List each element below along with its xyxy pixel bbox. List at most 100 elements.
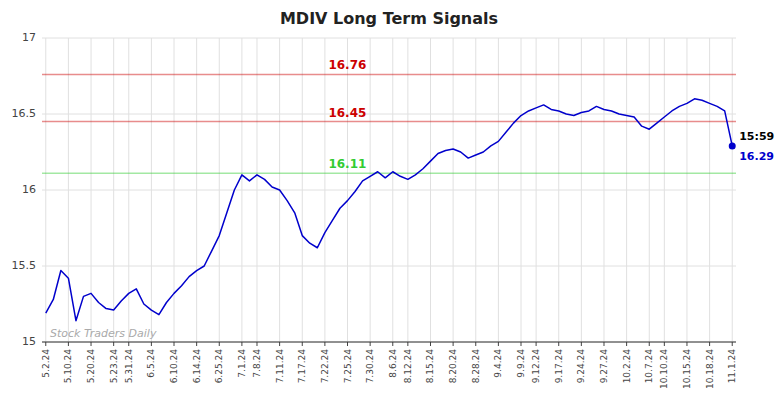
x-axis-line: [42, 342, 736, 343]
x-tick: [128, 342, 129, 346]
x-tick: [256, 342, 257, 346]
x-tick: [370, 342, 371, 346]
x-tick: [219, 342, 220, 346]
x-tick: [475, 342, 476, 346]
y-tick-label: 16.5: [12, 107, 37, 120]
x-tick: [279, 342, 280, 346]
x-tick-label: 6.25.24: [214, 349, 224, 384]
x-tick-label: 10.18.24: [705, 349, 715, 389]
reference-line: [42, 74, 736, 76]
grid-line: [664, 38, 665, 342]
grid: [42, 38, 736, 342]
x-tick-label: 6.10.24: [169, 349, 179, 384]
grid-line: [536, 38, 537, 342]
x-tick-label: 9.17.24: [554, 349, 564, 384]
grid-line: [407, 38, 408, 342]
x-tick: [603, 342, 604, 346]
x-tick-label: 8.12.24: [403, 349, 413, 384]
x-tick: [686, 342, 687, 346]
y-tick-label: 16: [22, 183, 36, 196]
x-tick: [68, 342, 69, 346]
x-tick-label: 5.2.24: [41, 349, 51, 378]
x-tick-label: 10.7.24: [644, 349, 654, 384]
grid-line: [219, 38, 220, 342]
x-tick-label: 7.8.24: [252, 349, 262, 378]
grid-line: [453, 38, 454, 342]
x-tick: [498, 342, 499, 346]
x-axis: 5.2.24 5.10.24 5.20.24 5.23.24 5.31.24 6.5.24…: [41, 342, 737, 389]
x-tick: [196, 342, 197, 346]
x-tick-label: 7.17.24: [297, 349, 307, 384]
grid-line: [603, 38, 604, 342]
y-tick-label: 17: [22, 31, 36, 44]
last-point: [729, 142, 736, 149]
grid-line: [196, 38, 197, 342]
x-tick-label: 8.28.24: [471, 349, 481, 384]
x-tick: [45, 342, 46, 346]
x-tick: [430, 342, 431, 346]
title: MDIV Long Term Signals: [280, 9, 498, 28]
x-tick-label: 5.20.24: [86, 349, 96, 384]
grid-line: [113, 38, 114, 342]
x-tick: [324, 342, 325, 346]
reference-line: [42, 121, 736, 123]
grid-line: [498, 38, 499, 342]
x-tick: [91, 342, 92, 346]
x-tick-label: 9.24.24: [576, 349, 586, 384]
x-tick: [392, 342, 393, 346]
x-tick: [649, 342, 650, 346]
grid-line: [68, 38, 69, 342]
x-tick: [453, 342, 454, 346]
x-tick-label: 10.10.24: [659, 349, 669, 389]
x-tick-label: 5.31.24: [124, 349, 134, 384]
grid-line: [42, 342, 736, 343]
chart: MDIV Long Term Signals1515.51616.5175.2.…: [0, 0, 784, 398]
x-tick: [732, 342, 733, 346]
x-tick-label: 9.12.24: [531, 349, 541, 384]
reference-line: [42, 173, 736, 175]
x-tick-label: 7.22.24: [320, 349, 330, 384]
watermark: Stock Traders Daily: [50, 327, 157, 340]
grid-line: [42, 190, 736, 191]
reference-label: 16.45: [328, 106, 366, 120]
x-tick-label: 9.4.24: [493, 349, 503, 378]
x-tick: [113, 342, 114, 346]
grid-line: [347, 38, 348, 342]
x-tick-label: 6.14.24: [192, 349, 202, 384]
x-tick-label: 6.5.24: [146, 349, 156, 378]
x-tick-label: 7.30.24: [365, 349, 375, 384]
grid-line: [521, 38, 522, 342]
grid-line: [686, 38, 687, 342]
x-tick-label: 5.23.24: [109, 349, 119, 384]
x-tick: [664, 342, 665, 346]
grid-line: [370, 38, 371, 342]
grid-line: [649, 38, 650, 342]
price-line: [46, 99, 732, 321]
x-tick-label: 8.6.24: [388, 349, 398, 378]
x-tick-label: 10.15.24: [682, 349, 692, 389]
grid-line: [91, 38, 92, 342]
grid-line: [42, 266, 736, 267]
grid-line: [475, 38, 476, 342]
x-tick-label: 7.11.24: [275, 349, 285, 384]
grid-line: [709, 38, 710, 342]
grid-line: [42, 38, 736, 39]
x-tick: [347, 342, 348, 346]
x-tick: [581, 342, 582, 346]
x-tick: [536, 342, 537, 346]
x-tick-label: 7.25.24: [343, 349, 353, 384]
grid-line: [241, 38, 242, 342]
x-tick: [302, 342, 303, 346]
grid-line: [151, 38, 152, 342]
grid-line: [392, 38, 393, 342]
x-tick: [521, 342, 522, 346]
grid-line: [732, 38, 733, 342]
y-tick-label: 15.5: [12, 259, 37, 272]
annotation: 16.29: [739, 150, 774, 163]
x-tick: [174, 342, 175, 346]
x-tick: [626, 342, 627, 346]
grid-line: [302, 38, 303, 342]
x-tick-label: 11.1.24: [727, 349, 737, 384]
x-tick: [407, 342, 408, 346]
x-tick-label: 5.10.24: [63, 349, 73, 384]
